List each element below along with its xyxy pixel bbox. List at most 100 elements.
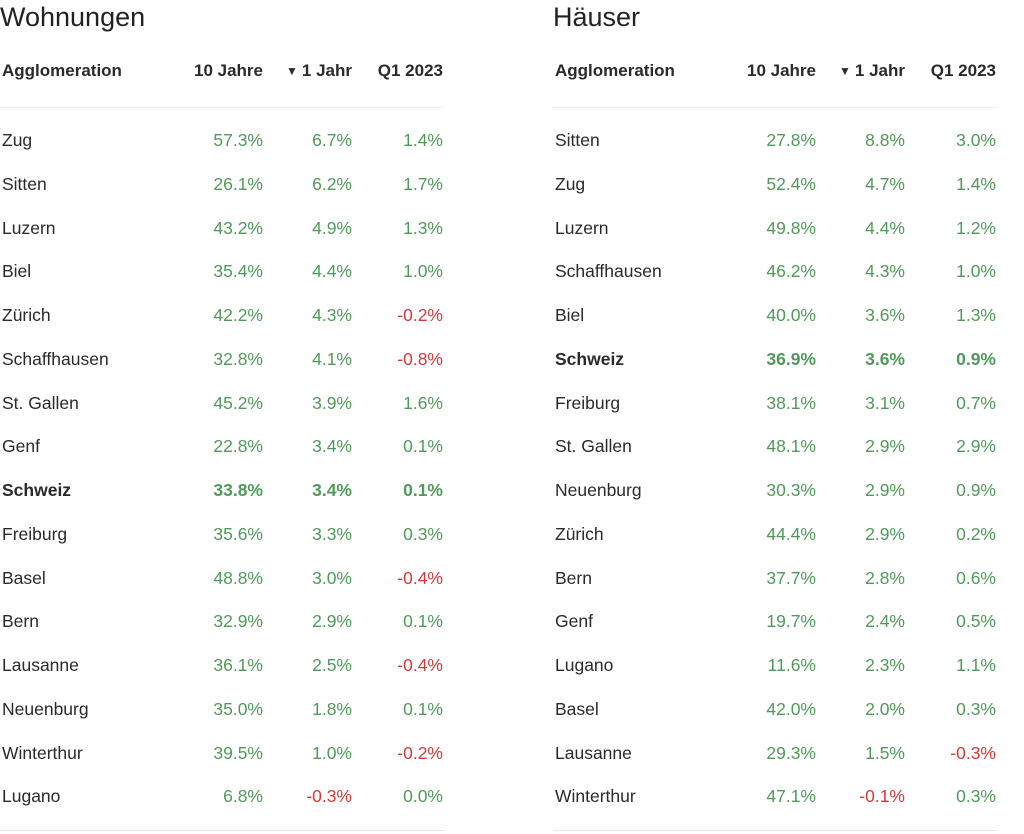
table-row: Genf 22.8% 3.4% 0.1% (0, 424, 444, 468)
table-row: Sitten 26.1% 6.2% 1.7% (0, 162, 444, 206)
q1-2023-change-cell: 1.4% (403, 130, 443, 150)
agglomeration-cell: Biel (555, 305, 585, 325)
table-row: St. Gallen 48.1% 2.9% 2.9% (553, 424, 997, 468)
ten-year-change-cell: 26.1% (213, 173, 263, 194)
column-header-q1-2023[interactable]: Q1 2023 (930, 61, 996, 80)
one-year-change-cell: 2.9% (865, 436, 905, 457)
agglomeration-cell: Zürich (2, 305, 51, 325)
one-year-change-cell: 2.8% (865, 567, 905, 588)
agglomeration-cell: Zug (555, 173, 586, 194)
one-year-change-cell: 6.2% (312, 173, 352, 194)
ten-year-change-cell: 6.8% (223, 786, 263, 807)
one-year-change-cell: 3.3% (312, 523, 352, 544)
agglomeration-cell: Bern (2, 611, 39, 632)
table-row: Genf 19.7% 2.4% 0.5% (553, 599, 997, 643)
table-row: Freiburg 35.6% 3.3% 0.3% (0, 512, 444, 556)
one-year-change-cell: 4.7% (865, 173, 905, 194)
ten-year-change-cell: 35.6% (213, 523, 263, 544)
column-header-agglomeration[interactable]: Agglomeration (2, 61, 122, 80)
ten-year-change-cell: 37.7% (766, 567, 816, 588)
column-header-1-jahr[interactable]: ▼ 1 Jahr (839, 58, 905, 85)
table-row: Schweiz 36.9% 3.6% 0.9% (553, 337, 997, 381)
table-row: Neuenburg 30.3% 2.9% 0.9% (553, 468, 997, 512)
table-header: Agglomeration 10 Jahre ▼ 1 Jahr Q1 2023 (0, 58, 444, 84)
agglomeration-cell: Schaffhausen (555, 261, 662, 282)
column-header-label: 1 Jahr (301, 61, 352, 80)
q1-2023-change-cell: 1.2% (956, 217, 996, 238)
haeuser-panel: Häuser Agglomeration 10 Jahre ▼ 1 Jahr Q1… (553, 0, 997, 834)
q1-2023-change-cell: -0.2% (397, 305, 443, 325)
table-row: Freiburg 38.1% 3.1% 0.7% (553, 381, 997, 425)
agglomeration-cell: Biel (2, 261, 32, 282)
agglomeration-cell: Schweiz (555, 348, 625, 369)
table-row: Bern 32.9% 2.9% 0.1% (0, 599, 444, 643)
agglomeration-cell: Winterthur (555, 786, 636, 807)
one-year-change-cell: 3.9% (312, 392, 352, 413)
ten-year-change-cell: 32.8% (213, 348, 263, 369)
q1-2023-change-cell: -0.2% (397, 742, 443, 763)
agglomeration-cell: Lugano (2, 786, 61, 807)
one-year-change-cell: 2.5% (312, 655, 352, 675)
q1-2023-change-cell: 0.1% (403, 436, 443, 457)
q1-2023-change-cell: -0.8% (397, 348, 443, 369)
one-year-change-cell: 2.9% (865, 523, 905, 544)
table-row: Schaffhausen 32.8% 4.1% -0.8% (0, 337, 444, 381)
table-row: Luzern 49.8% 4.4% 1.2% (553, 206, 997, 250)
agglomeration-cell: Lausanne (2, 655, 79, 675)
agglomeration-cell: Luzern (2, 217, 56, 238)
ten-year-change-cell: 46.2% (766, 261, 816, 282)
agglomeration-cell: Basel (555, 698, 599, 719)
table-row: Winterthur 47.1% -0.1% 0.3% (553, 774, 997, 818)
column-header-10-jahre[interactable]: 10 Jahre (194, 61, 263, 80)
agglomeration-cell: Freiburg (555, 392, 621, 413)
table-row: Zug 52.4% 4.7% 1.4% (553, 162, 997, 206)
table-row: Winterthur 39.5% 1.0% -0.2% (0, 731, 444, 775)
q1-2023-change-cell: -0.4% (397, 567, 443, 588)
column-header-q1-2023[interactable]: Q1 2023 (377, 61, 443, 80)
agglomeration-cell: Winterthur (2, 742, 83, 763)
one-year-change-cell: 1.8% (312, 698, 352, 719)
q1-2023-change-cell: 1.3% (403, 217, 443, 238)
agglomeration-cell: Bern (555, 567, 592, 588)
table-row: Basel 42.0% 2.0% 0.3% (553, 687, 997, 731)
agglomeration-cell: St. Gallen (2, 392, 79, 413)
column-header-1-jahr[interactable]: ▼ 1 Jahr (286, 58, 352, 85)
one-year-change-cell: 3.6% (865, 348, 905, 369)
table-row: Lausanne 29.3% 1.5% -0.3% (553, 731, 997, 775)
one-year-change-cell: 3.6% (865, 305, 905, 325)
q1-2023-change-cell: 0.1% (403, 611, 443, 632)
table-row: Sitten 27.8% 8.8% 3.0% (553, 118, 997, 162)
q1-2023-change-cell: 0.2% (956, 523, 996, 544)
column-header-10-jahre[interactable]: 10 Jahre (747, 61, 816, 80)
q1-2023-change-cell: 0.7% (956, 392, 996, 413)
q1-2023-change-cell: 1.4% (956, 173, 996, 194)
one-year-change-cell: 2.4% (865, 611, 905, 632)
ten-year-change-cell: 48.1% (766, 436, 816, 457)
q1-2023-change-cell: 0.0% (403, 786, 443, 807)
one-year-change-cell: 4.3% (865, 261, 905, 282)
one-year-change-cell: 4.9% (312, 217, 352, 238)
q1-2023-change-cell: 0.1% (403, 698, 443, 719)
q1-2023-change-cell: 0.9% (956, 348, 996, 369)
agglomeration-cell: Sitten (2, 173, 47, 194)
ten-year-change-cell: 27.8% (766, 130, 816, 150)
column-header-agglomeration[interactable]: Agglomeration (555, 61, 675, 80)
agglomeration-cell: Lugano (555, 655, 614, 675)
q1-2023-change-cell: 1.0% (403, 261, 443, 282)
ten-year-change-cell: 35.4% (213, 261, 263, 282)
one-year-change-cell: -0.1% (859, 786, 905, 807)
table-header: Agglomeration 10 Jahre ▼ 1 Jahr Q1 2023 (553, 58, 997, 84)
agglomeration-cell: Schaffhausen (2, 348, 109, 369)
footer-divider (553, 830, 997, 831)
one-year-change-cell: -0.3% (306, 786, 352, 807)
agglomeration-cell: Schweiz (2, 480, 72, 500)
one-year-change-cell: 8.8% (865, 130, 905, 150)
one-year-change-cell: 3.0% (312, 567, 352, 588)
agglomeration-cell: St. Gallen (555, 436, 632, 457)
ten-year-change-cell: 45.2% (213, 392, 263, 413)
agglomeration-cell: Zürich (555, 523, 604, 544)
table-row: Schaffhausen 46.2% 4.3% 1.0% (553, 249, 997, 293)
column-header-label: 1 Jahr (854, 61, 905, 80)
panel-title: Wohnungen (0, 2, 146, 32)
table-row: Lausanne 36.1% 2.5% -0.4% (0, 643, 444, 687)
